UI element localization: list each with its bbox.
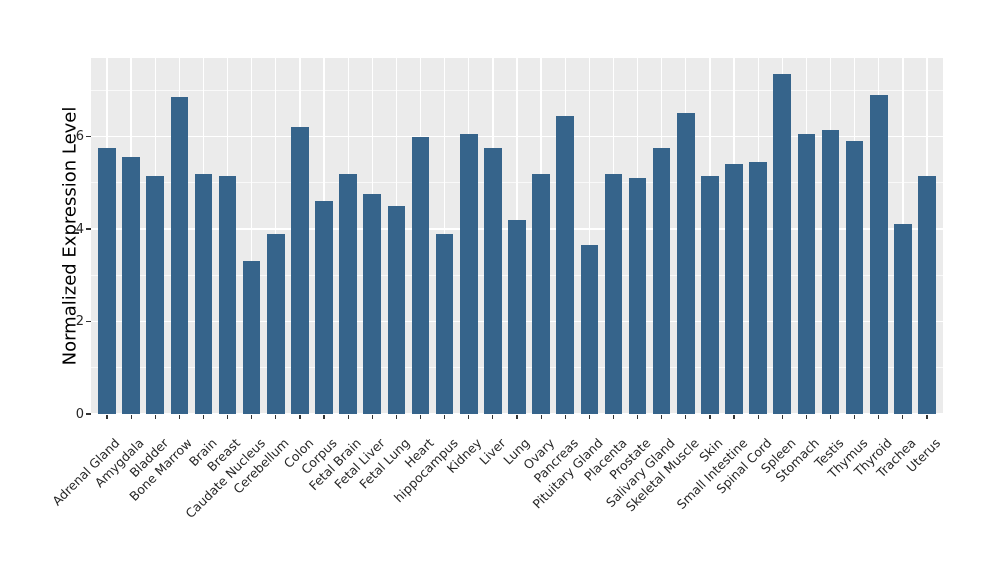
x-tick-mark — [829, 414, 832, 419]
x-tick-mark — [275, 414, 277, 419]
bar-hippocampus — [435, 233, 454, 414]
x-tick-mark — [419, 414, 422, 419]
bar-testis — [821, 129, 840, 414]
y-tick-label: 6 — [75, 129, 84, 145]
x-tick-mark — [347, 414, 349, 419]
minor-gridline — [91, 89, 943, 91]
bar-trachea — [894, 224, 912, 414]
x-tick-mark — [130, 414, 132, 419]
major-gridline — [91, 135, 943, 138]
bar-pituitary-gland — [580, 245, 599, 414]
bar-thymus — [845, 141, 864, 414]
x-tick-mark — [636, 414, 639, 419]
y-tick-mark — [86, 228, 91, 230]
bar-bone-marrow — [170, 97, 189, 414]
bar-liver — [484, 148, 502, 414]
x-tick-mark — [661, 414, 663, 419]
x-tick-mark — [926, 414, 928, 419]
vertical-gridline — [251, 58, 253, 414]
x-tick-mark — [902, 414, 904, 419]
bar-stomach — [797, 134, 816, 414]
y-tick-label: 4 — [75, 221, 84, 237]
x-tick-mark — [226, 414, 229, 419]
x-tick-mark — [540, 414, 542, 419]
bar-amygdala — [122, 157, 140, 414]
y-tick-label: 2 — [75, 314, 84, 330]
bar-small-intestine — [725, 164, 743, 414]
x-tick-mark — [854, 414, 856, 419]
bar-adrenal-gland — [98, 148, 116, 414]
minor-gridline — [91, 182, 943, 184]
bar-fetal-brain — [339, 173, 357, 414]
x-tick-mark — [805, 414, 807, 419]
x-tick-mark — [154, 414, 156, 419]
x-tick-mark — [612, 414, 615, 419]
bar-lung — [508, 219, 526, 414]
bar-heart — [411, 136, 430, 414]
x-tick-mark — [106, 414, 108, 419]
bar-spinal-cord — [749, 162, 767, 414]
y-tick-mark — [86, 320, 91, 323]
x-tick-mark — [444, 414, 446, 419]
y-tick-label: 0 — [75, 406, 84, 422]
bar-cerebellum — [267, 233, 285, 414]
y-tick-mark — [86, 135, 91, 138]
x-tick-mark — [685, 414, 687, 419]
y-tick-mark — [86, 413, 91, 415]
bar-brain — [194, 173, 213, 414]
bar-bladder — [146, 175, 165, 414]
x-tick-mark — [468, 414, 470, 419]
bar-placenta — [604, 173, 623, 414]
bar-fetal-liver — [363, 194, 382, 414]
bar-kidney — [459, 134, 478, 414]
x-tick-mark — [878, 414, 880, 419]
x-tick-mark — [251, 414, 253, 419]
x-tick-mark — [564, 414, 566, 419]
x-tick-mark — [709, 414, 711, 419]
bar-thyroid — [869, 95, 888, 414]
major-gridline — [91, 413, 943, 415]
vertical-gridline — [588, 58, 590, 414]
bar-colon — [291, 127, 309, 414]
bar-prostate — [628, 178, 647, 414]
bar-fetal-lung — [387, 205, 406, 414]
x-tick-mark — [371, 414, 373, 419]
x-tick-mark — [757, 414, 759, 419]
x-tick-mark — [781, 414, 783, 419]
bar-skeletal-muscle — [677, 113, 695, 414]
bar-salivary-gland — [652, 148, 671, 414]
x-tick-mark — [733, 414, 735, 419]
x-tick-mark — [588, 414, 590, 419]
bar-ovary — [532, 173, 550, 414]
bar-caudate-nucleus — [242, 261, 261, 414]
x-tick-mark — [492, 414, 494, 419]
x-tick-mark — [299, 414, 301, 419]
bar-pancreas — [556, 115, 575, 414]
bar-breast — [218, 175, 237, 414]
plot-panel — [91, 58, 943, 415]
x-tick-mark — [516, 414, 518, 419]
x-tick-mark — [202, 414, 205, 419]
bar-corpus — [315, 201, 333, 414]
x-tick-mark — [323, 414, 325, 419]
x-tick-label: Liver — [476, 435, 509, 468]
bar-skin — [701, 175, 719, 414]
x-tick-mark — [395, 414, 397, 419]
x-tick-mark — [178, 414, 180, 419]
bar-uterus — [918, 175, 936, 414]
bar-spleen — [773, 74, 792, 414]
